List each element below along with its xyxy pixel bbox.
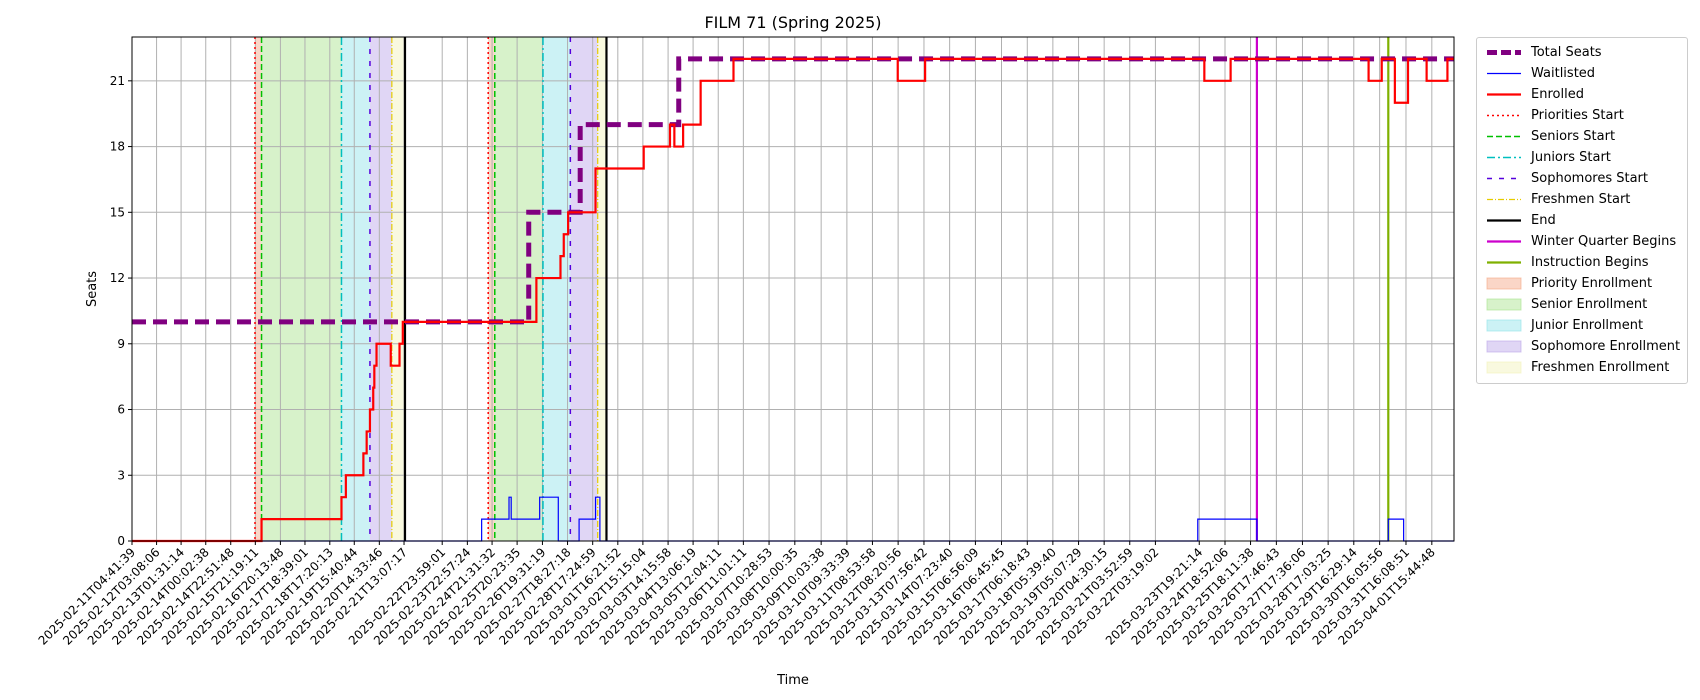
legend-patch (1486, 319, 1522, 332)
legend-label: Freshmen Enrollment (1531, 360, 1670, 375)
legend-label: Senior Enrollment (1531, 297, 1648, 312)
legend-swatch (1487, 72, 1521, 75)
phase-lines (254, 37, 1390, 541)
span-senior-enrollment (261, 37, 342, 541)
y-tick-label: 12 (110, 271, 125, 285)
legend-item: Senior Enrollment (1477, 294, 1687, 315)
y-axis-ticks: 0 3 6 9 12 15 18 21 (110, 74, 132, 548)
legend-label: Sophomore Enrollment (1531, 339, 1681, 354)
legend-label: Enrolled (1531, 87, 1584, 102)
x-axis-label: Time (776, 673, 809, 688)
y-tick-label: 3 (117, 468, 125, 482)
legend-swatch (1487, 219, 1521, 222)
plot-frame (131, 36, 1455, 542)
y-axis-label: Seats (85, 271, 100, 307)
series-enrolled (132, 57, 1454, 543)
legend-swatch (1487, 114, 1521, 117)
legend-swatch (1486, 277, 1522, 290)
legend-label: Waitlisted (1531, 66, 1596, 81)
grid (131, 37, 1454, 542)
legend-swatch (1486, 298, 1522, 311)
legend-item: End (1477, 210, 1687, 231)
x-axis-ticks: 2025-02-11T04:41:392025-02-12T03:08:0620… (36, 541, 1438, 648)
span-freshmen-enrollment (391, 37, 405, 541)
enrollment-spans (254, 37, 607, 541)
legend-label: Priorities Start (1531, 108, 1624, 123)
chart-legend: Total Seats Waitlisted Enrolled Priorities … (1476, 37, 1688, 384)
legend-swatch (1487, 177, 1521, 180)
legend-patch (1486, 361, 1522, 374)
legend-swatch (1486, 340, 1522, 353)
legend-swatch (1486, 319, 1522, 332)
legend-label: Juniors Start (1531, 150, 1611, 165)
legend-swatch (1487, 240, 1521, 243)
legend-swatch (1487, 156, 1521, 159)
span-sophomore-enrollment (369, 37, 392, 541)
span-junior-enrollment (341, 37, 370, 541)
legend-item: Instruction Begins (1477, 252, 1687, 273)
legend-patch (1486, 277, 1522, 290)
legend-label: Instruction Begins (1531, 255, 1649, 270)
legend-swatch (1487, 50, 1521, 55)
legend-swatch (1487, 198, 1521, 201)
legend-label: Seniors Start (1531, 129, 1616, 144)
legend-label: Junior Enrollment (1531, 318, 1644, 333)
series-total-seats (132, 56, 1454, 325)
legend-item: Enrolled (1477, 84, 1687, 105)
y-tick-label: 18 (110, 140, 125, 154)
legend-item: Freshmen Start (1477, 189, 1687, 210)
span-freshmen-enrollment (597, 37, 607, 541)
legend-item: Priorities Start (1477, 105, 1687, 126)
y-tick-label: 6 (117, 403, 125, 417)
legend-label: Sophomores Start (1531, 171, 1648, 186)
legend-item: Seniors Start (1477, 126, 1687, 147)
legend-item: Total Seats (1477, 42, 1687, 63)
legend-item: Junior Enrollment (1477, 315, 1687, 336)
span-priority-enrollment (488, 37, 495, 541)
legend-item: Sophomores Start (1477, 168, 1687, 189)
legend-label: Total Seats (1531, 45, 1602, 60)
legend-item: Juniors Start (1477, 147, 1687, 168)
legend-label: End (1531, 213, 1556, 228)
legend-label: Priority Enrollment (1531, 276, 1653, 291)
legend-item: Winter Quarter Begins (1477, 231, 1687, 252)
span-sophomore-enrollment (570, 37, 598, 541)
y-tick-label: 15 (110, 205, 125, 219)
legend-item: Sophomore Enrollment (1477, 336, 1687, 357)
span-senior-enrollment (494, 37, 543, 541)
legend-label: Winter Quarter Begins (1531, 234, 1677, 249)
legend-patch (1486, 298, 1522, 311)
chart-title: FILM 71 (Spring 2025) (704, 13, 881, 32)
span-junior-enrollment (542, 37, 571, 541)
legend-swatch (1486, 361, 1522, 374)
legend-item: Freshmen Enrollment (1477, 357, 1687, 378)
y-tick-label: 0 (117, 534, 125, 548)
legend-swatch (1487, 261, 1521, 264)
y-tick-label: 21 (110, 74, 125, 88)
legend-label: Freshmen Start (1531, 192, 1631, 207)
legend-swatch (1487, 135, 1521, 138)
legend-item: Waitlisted (1477, 63, 1687, 84)
legend-swatch (1487, 93, 1521, 96)
span-priority-enrollment (254, 37, 262, 541)
legend-item: Priority Enrollment (1477, 273, 1687, 294)
legend-patch (1486, 340, 1522, 353)
y-tick-label: 9 (117, 337, 125, 351)
